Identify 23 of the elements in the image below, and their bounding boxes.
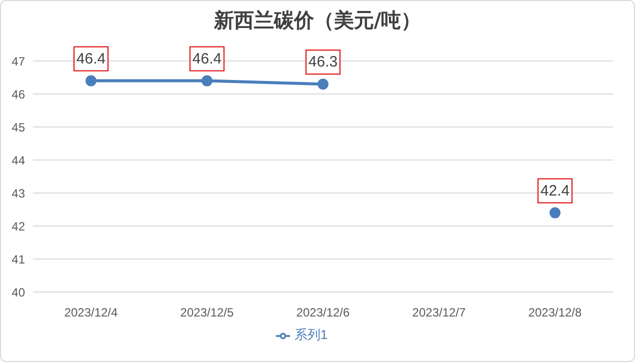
data-label: 46.3: [308, 54, 338, 71]
y-tick-label: 44: [12, 153, 26, 168]
y-tick-label: 42: [12, 219, 26, 234]
data-label: 46.4: [76, 50, 106, 68]
y-tick-label: 41: [12, 252, 26, 266]
y-tick-label: 43: [12, 186, 26, 200]
y-tick-label: 45: [12, 120, 26, 134]
point: [550, 207, 560, 218]
point: [86, 75, 96, 86]
chart-title: 新西兰碳价（美元/吨）: [212, 7, 422, 34]
x-tick-label: 2023/12/5: [180, 306, 234, 320]
legend-label: 系列1: [294, 327, 328, 342]
y-tick-label: 47: [12, 54, 26, 68]
y-tick-label: 46: [12, 87, 26, 102]
point: [202, 75, 212, 86]
x-tick-label: 2023/12/7: [412, 306, 466, 320]
data-label: 46.4: [192, 50, 222, 68]
x-tick-label: 2023/12/4: [64, 306, 118, 320]
data-label: 42.4: [540, 182, 570, 200]
y-tick-label: 40: [12, 285, 26, 300]
point: [318, 78, 328, 90]
x-tick-label: 2023/12/8: [528, 306, 582, 320]
x-tick-label: 2023/12/6: [296, 306, 350, 320]
